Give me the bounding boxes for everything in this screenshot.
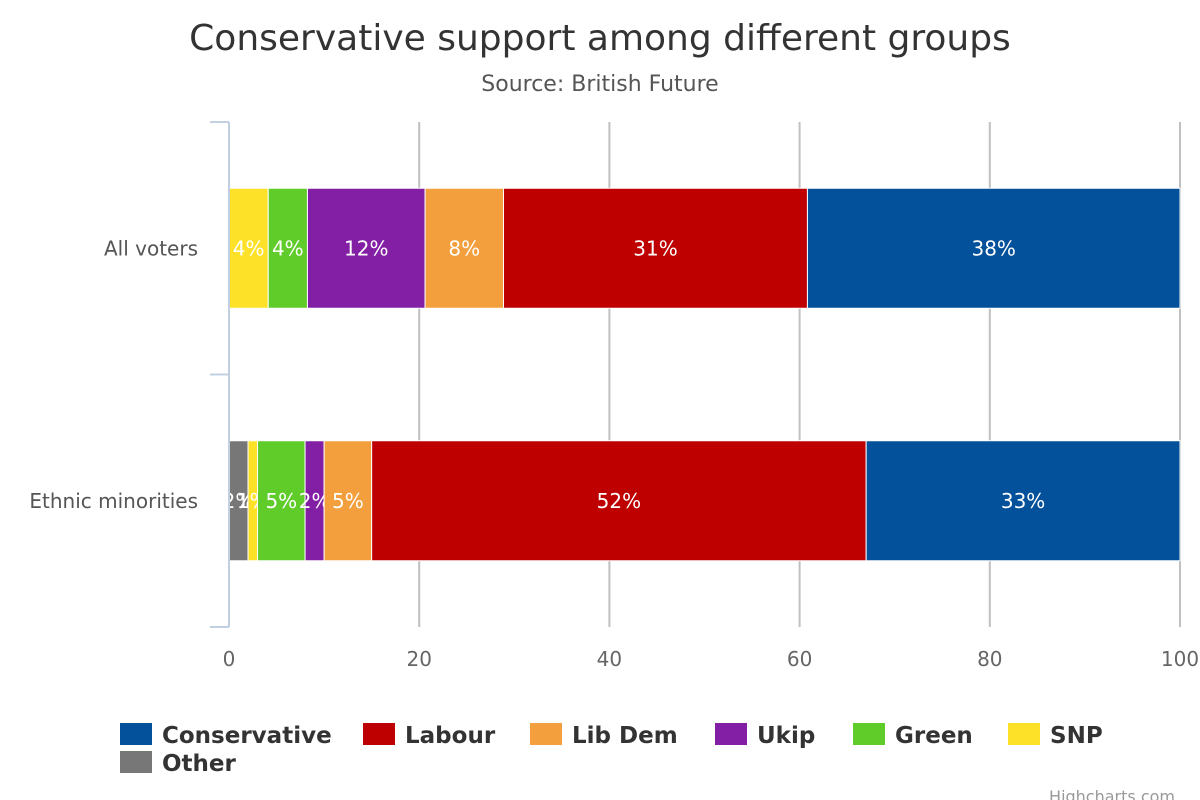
credits-link[interactable]: Highcharts.com — [1049, 787, 1175, 800]
legend-swatch — [853, 723, 885, 745]
legend-label: SNP — [1050, 723, 1103, 749]
category-label: Ethnic minorities — [29, 489, 198, 513]
legend-swatch — [120, 751, 152, 773]
legend-item[interactable]: Labour — [363, 723, 496, 749]
x-tick-label: 60 — [787, 647, 812, 671]
x-tick-label: 40 — [597, 647, 622, 671]
legend-label: Lib Dem — [572, 723, 678, 749]
legend-item[interactable]: SNP — [1008, 723, 1103, 749]
legend-swatch — [1008, 723, 1040, 745]
legend-item[interactable]: Ukip — [715, 723, 815, 749]
legend-swatch — [530, 723, 562, 745]
legend-label: Green — [895, 723, 973, 749]
legend-item[interactable]: Green — [853, 723, 973, 749]
legend-label: Conservative — [162, 723, 332, 749]
legend-item[interactable]: Conservative — [120, 723, 332, 749]
bar-segment[interactable] — [306, 187, 426, 309]
data-label: 33% — [1001, 489, 1045, 513]
x-tick-label: 100 — [1161, 647, 1199, 671]
data-label: 8% — [448, 236, 480, 260]
data-label: 5% — [265, 489, 297, 513]
chart-subtitle: Source: British Future — [481, 72, 718, 97]
plot-area: 0%4%4%12%8%31%38%2%1%5%2%5%52%33% — [213, 187, 1181, 562]
x-tick-label: 20 — [406, 647, 431, 671]
data-label: 4% — [233, 236, 265, 260]
legend-swatch — [120, 723, 152, 745]
data-label: 38% — [971, 236, 1015, 260]
x-tick-label: 0 — [223, 647, 236, 671]
bar-segment[interactable] — [267, 187, 308, 309]
x-tick-label: 80 — [977, 647, 1002, 671]
bar-segment[interactable] — [865, 440, 1181, 562]
legend-label: Labour — [405, 723, 496, 749]
data-label: 31% — [633, 236, 677, 260]
bar-segment[interactable] — [323, 440, 373, 562]
bar-segment[interactable] — [257, 440, 306, 562]
legend-item[interactable]: Other — [120, 751, 237, 777]
bar-segment[interactable] — [371, 440, 867, 562]
legend-swatch — [715, 723, 747, 745]
data-label: 52% — [597, 489, 641, 513]
axes: 0 20 40 60 80 100 All voters Ethnic minorities — [29, 121, 1199, 671]
legend-label: Other — [162, 751, 237, 777]
data-label: 5% — [332, 489, 364, 513]
legend-item[interactable]: Lib Dem — [530, 723, 678, 749]
legend: Conservative Labour Lib Dem Ukip Green SNP Oth… — [120, 723, 1103, 777]
data-label: 12% — [344, 236, 388, 260]
data-label: 4% — [272, 236, 304, 260]
category-label: All voters — [104, 236, 198, 260]
bar-segment[interactable] — [806, 187, 1181, 309]
legend-label: Ukip — [757, 723, 815, 749]
chart-title: Conservative support among different gro… — [189, 18, 1011, 59]
legend-swatch — [363, 723, 395, 745]
